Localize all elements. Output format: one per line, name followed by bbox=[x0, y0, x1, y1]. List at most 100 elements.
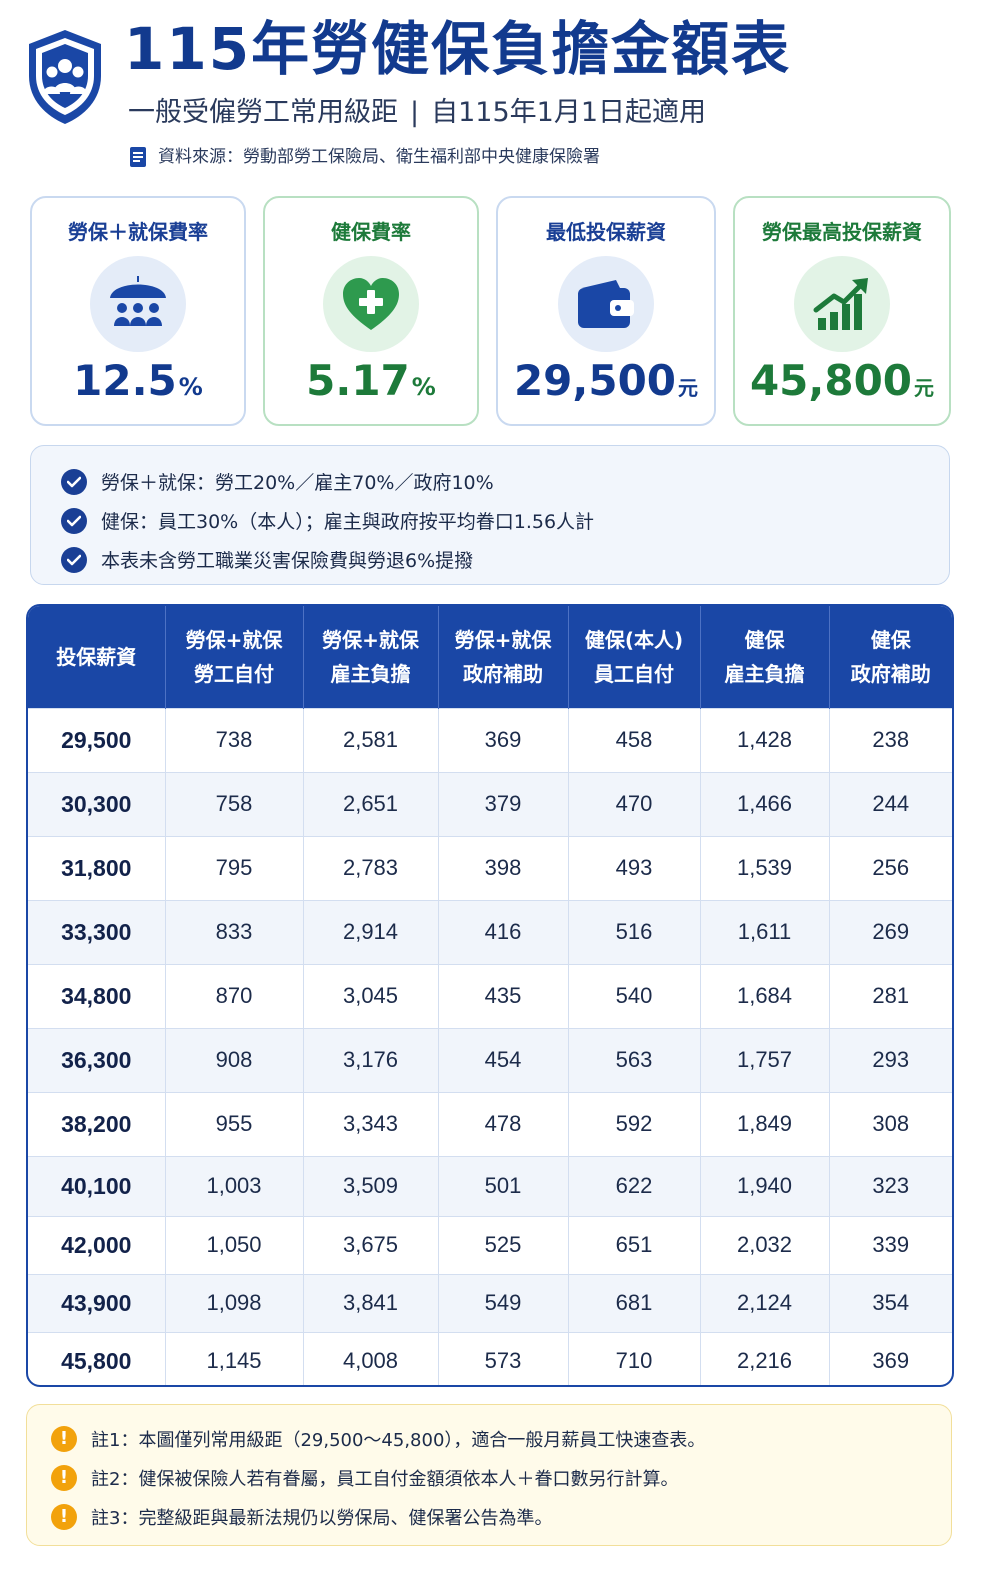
table-cell: 256 bbox=[829, 835, 952, 900]
header-line: 勞工自付 bbox=[194, 661, 274, 686]
info-item: 本表未含勞工職業災害保險費與勞退6%提撥 bbox=[61, 540, 949, 579]
table-cell: 955 bbox=[165, 1091, 304, 1156]
column-header-health-government: 健保 政府補助 bbox=[829, 606, 952, 708]
card-max-insured-salary: 勞保最高投保薪資 45,800 元 bbox=[733, 196, 951, 426]
table-cell: 3,509 bbox=[303, 1155, 439, 1216]
note-text: 註1：本圖僅列常用級距（29,500～45,800），適合一般月薪員工快速查表。 bbox=[91, 1429, 706, 1451]
card-value-number: 5.17 bbox=[306, 356, 410, 405]
table-cell-salary: 30,300 bbox=[28, 771, 166, 836]
header-line: 政府補助 bbox=[463, 661, 543, 686]
table-row: 38,200 955 3,343 478 592 1,849 308 bbox=[28, 1091, 952, 1156]
card-value: 12.5% bbox=[32, 356, 244, 405]
exclamation-circle-icon: ! bbox=[51, 1464, 77, 1491]
umbrella-people-icon bbox=[110, 276, 166, 326]
table-cell: 573 bbox=[438, 1331, 569, 1385]
table-cell: 1,684 bbox=[700, 963, 830, 1028]
table-cell: 2,581 bbox=[303, 707, 439, 772]
table-cell-salary: 38,200 bbox=[28, 1091, 166, 1156]
table-cell-salary: 34,800 bbox=[28, 963, 166, 1028]
table-cell: 3,675 bbox=[303, 1215, 439, 1274]
page-title: 115年勞健保負擔金額表 bbox=[124, 15, 792, 83]
table-row: 33,300 833 2,914 416 516 1,611 269 bbox=[28, 899, 952, 964]
bar-chart-up-icon bbox=[813, 278, 868, 330]
table-cell-salary: 45,800 bbox=[28, 1331, 166, 1385]
table-cell: 1,428 bbox=[700, 707, 830, 772]
table-cell: 454 bbox=[438, 1027, 569, 1092]
header-line: 雇主負擔 bbox=[330, 661, 411, 686]
card-min-insured-salary: 最低投保薪資 29,500 元 bbox=[496, 196, 716, 426]
table-cell: 2,783 bbox=[303, 835, 439, 900]
table-cell: 795 bbox=[165, 835, 304, 900]
table-cell: 398 bbox=[438, 835, 569, 900]
table-cell-salary: 43,900 bbox=[28, 1273, 166, 1332]
header-line: 勞保+就保 bbox=[454, 627, 552, 652]
card-value-unit: % bbox=[178, 373, 203, 401]
table-cell: 563 bbox=[568, 1027, 701, 1092]
info-item: 勞保＋就保：勞工20%／雇主70%／政府10% bbox=[61, 462, 949, 501]
column-header-health-employee: 健保(本人) 員工自付 bbox=[568, 606, 701, 708]
column-header-health-employer: 健保 雇主負擔 bbox=[700, 606, 830, 708]
table-cell: 493 bbox=[568, 835, 701, 900]
column-header-labor-government: 勞保+就保政府補助 bbox=[438, 606, 569, 708]
table-cell: 435 bbox=[438, 963, 569, 1028]
table-row: 31,800 795 2,783 398 493 1,539 256 bbox=[28, 835, 952, 900]
note-item: ! 註3：完整級距與最新法規仍以勞保局、健保署公告為準。 bbox=[51, 1497, 951, 1536]
table-cell-salary: 42,000 bbox=[28, 1215, 166, 1274]
table-header-row: 投保薪資 勞保+就保 勞工自付 勞保+就保 雇主負擔 勞保+就保 政府補助 健保(本人… bbox=[28, 606, 952, 708]
table-cell: 3,841 bbox=[303, 1273, 439, 1332]
document-icon bbox=[130, 147, 146, 167]
table-cell: 238 bbox=[829, 707, 952, 772]
table-cell: 323 bbox=[829, 1155, 952, 1216]
table-cell: 1,611 bbox=[700, 899, 830, 964]
subtitle-effective-date: 自115年1月1日起適用 bbox=[431, 97, 707, 128]
exclamation-circle-icon: ! bbox=[51, 1425, 77, 1452]
wallet-icon bbox=[578, 280, 634, 328]
table-cell: 1,003 bbox=[165, 1155, 304, 1216]
table-cell: 2,216 bbox=[700, 1331, 830, 1385]
table-cell: 354 bbox=[829, 1273, 952, 1332]
card-label: 最低投保薪資 bbox=[546, 220, 666, 244]
card-label: 勞保最高投保薪資 bbox=[762, 220, 922, 244]
card-value-unit: 元 bbox=[678, 376, 699, 400]
table-cell: 416 bbox=[438, 899, 569, 964]
table-row: 43,900 1,098 3,841 549 681 2,124 354 bbox=[28, 1273, 952, 1332]
card-value-unit: 元 bbox=[914, 376, 935, 400]
table-cell: 710 bbox=[568, 1331, 701, 1385]
header-line: 勞保+就保 bbox=[322, 627, 419, 652]
table-cell: 2,651 bbox=[303, 771, 439, 836]
table-cell: 525 bbox=[438, 1215, 569, 1274]
table-cell: 269 bbox=[829, 899, 952, 964]
table-cell: 293 bbox=[829, 1027, 952, 1092]
table-cell-salary: 31,800 bbox=[28, 835, 166, 900]
table-cell: 908 bbox=[165, 1027, 304, 1092]
header-line: 員工自付 bbox=[594, 661, 674, 686]
card-label: 勞保＋就保費率 bbox=[68, 220, 208, 244]
card-value: 29,500 元 bbox=[498, 356, 714, 405]
table-cell: 339 bbox=[829, 1215, 952, 1274]
table-cell: 2,032 bbox=[700, 1215, 830, 1274]
card-value-number: 12.5 bbox=[73, 356, 177, 405]
table-cell: 622 bbox=[568, 1155, 701, 1216]
table-cell: 1,757 bbox=[700, 1027, 830, 1092]
note-text: 註2：健保被保險人若有眷屬，員工自付金額須依本人＋眷口數另行計算。 bbox=[91, 1468, 679, 1490]
table-cell: 1,145 bbox=[165, 1331, 304, 1385]
table-row: 40,100 1,003 3,509 501 622 1,940 323 bbox=[28, 1155, 952, 1216]
info-item: 健保：員工30%（本人）；雇主與政府按平均眷口1.56人計 bbox=[61, 501, 949, 540]
subtitle-separator: | bbox=[410, 97, 420, 128]
info-text: 勞保＋就保：勞工20%／雇主70%／政府10% bbox=[101, 472, 494, 494]
card-icon-circle bbox=[558, 256, 654, 352]
premium-table-grid: 投保薪資 勞保+就保 勞工自付 勞保+就保 雇主負擔 勞保+就保 政府補助 健保(本人… bbox=[28, 606, 952, 1385]
table-body: 29,500 738 2,581 369 458 1,428 238 30,300 758 2,6… bbox=[28, 707, 952, 1385]
table-row: 45,800 1,145 4,008 573 710 2,216 369 bbox=[28, 1331, 952, 1385]
table-cell: 458 bbox=[568, 707, 701, 772]
table-cell: 1,466 bbox=[700, 771, 830, 836]
table-cell: 379 bbox=[438, 771, 569, 836]
column-header-labor-employer: 勞保+就保雇主負擔 bbox=[303, 606, 439, 708]
header-line: 政府補助 bbox=[850, 661, 931, 686]
table-cell-salary: 33,300 bbox=[28, 899, 166, 964]
table-cell: 4,008 bbox=[303, 1331, 439, 1385]
column-header-labor-employee: 勞保+就保 勞工自付 bbox=[165, 606, 304, 708]
table-cell: 470 bbox=[568, 771, 701, 836]
card-icon-circle bbox=[323, 256, 419, 352]
check-circle-icon bbox=[61, 546, 87, 573]
